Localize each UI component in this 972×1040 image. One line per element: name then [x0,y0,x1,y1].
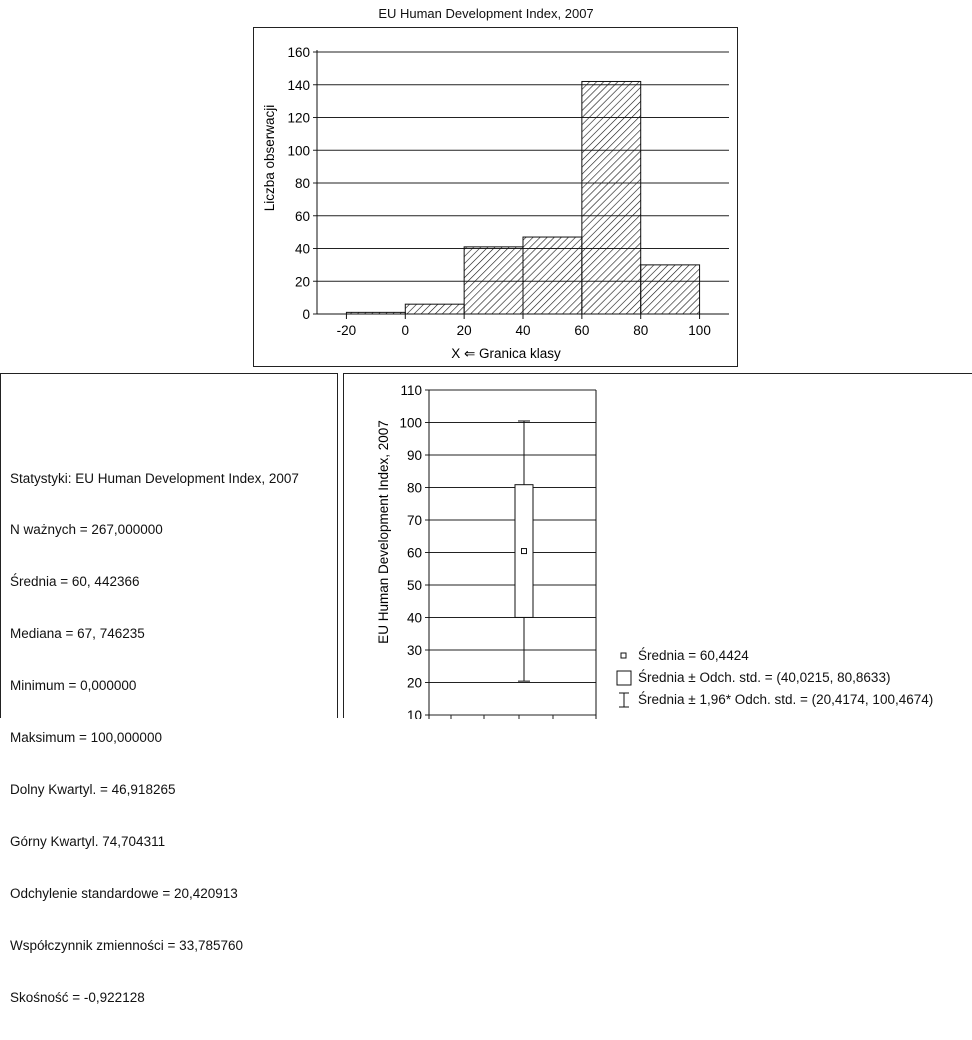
x-axis-label: X ⇐ Granica klasy [451,346,561,361]
legend-std: Średnia ± Odch. std. = (40,0215, 80,8633… [616,667,933,689]
boxplot-y-tick-label: 50 [407,578,422,593]
stats-cv: Współczynnik zmienności = 33,785760 [10,937,244,953]
boxplot-panel: 10 20 30 40 50 60 70 80 90 100 110 EU Human Develo… [343,373,972,719]
stats-lower-quartile: Dolny Kwartyl. = 46,918265 [10,781,176,797]
histogram-y-tick-label: 40 [295,242,310,257]
histogram-chart: 0 20 40 60 80 100 120 140 160 -20 0 20 40 60 80 100 X … [262,45,729,361]
histogram-panel: 0 20 40 60 80 100 120 140 160 -20 0 20 40 60 80 100 X … [253,27,738,367]
legend-std-label: Średnia ± Odch. std. = (40,0215, 80,8633… [638,670,891,685]
histogram-x-tick-label: 0 [402,323,410,338]
histogram-y-tick-label: 80 [295,176,310,191]
boxplot-y-tick-label: 70 [407,513,422,528]
boxplot-chart: 10 20 30 40 50 60 70 80 90 100 110 EU Human Develo… [376,383,597,719]
stats-minimum: Minimum = 0,000000 [10,678,137,694]
box-icon [616,670,632,686]
histogram-x-tick-label: 60 [574,323,589,338]
legend-mean: Średnia = 60,4424 [616,645,933,667]
boxplot-y-tick-label: 10 [407,708,422,719]
histogram-bar [640,264,701,315]
small-square-icon [616,648,632,664]
statistics-list: Statystyki: EU Human Development Index, … [10,435,299,1040]
histogram-y-tick-label: 0 [302,307,310,322]
histogram-y-tick-label: 160 [287,45,310,60]
histogram-x-tick-label: 100 [688,323,711,338]
stats-n-valid: N ważnych = 267,000000 [10,522,163,538]
whisker-icon [616,692,632,708]
legend-mean-label: Średnia = 60,4424 [638,648,749,663]
histogram-bar [404,303,465,315]
boxplot-y-tick-label: 20 [407,676,422,691]
histogram-bar [463,246,524,315]
histogram-x-tick-label: 20 [457,323,472,338]
boxplot-y-tick-label: 30 [407,643,422,658]
stats-title: Statystyki: EU Human Development Index, … [10,470,299,486]
boxplot-mean-marker [521,548,527,555]
legend-ci: Średnia ± 1,96* Odch. std. = (20,4174, 1… [616,689,933,711]
boxplot-y-tick-label: 60 [407,546,422,561]
stats-std-dev: Odchylenie standardowe = 20,420913 [10,885,238,901]
stats-skewness: Skośność = -0,922128 [10,989,145,1005]
stats-upper-quartile: Górny Kwartyl. 74,704311 [10,833,166,849]
histogram-title: EU Human Development Index, 2007 [378,6,594,21]
y-axis-label: Liczba obserwacji [262,105,277,212]
boxplot-y-tick-label: 90 [407,448,422,463]
stats-median: Mediana = 67, 746235 [10,626,145,642]
histogram-y-tick-label: 20 [295,274,310,289]
histogram-x-tick-label: -20 [337,323,357,338]
histogram-y-tick-label: 100 [287,143,310,158]
boxplot-y-tick-label: 40 [407,611,422,626]
histogram-y-tick-label: 140 [287,78,310,93]
histogram-y-tick-label: 60 [295,209,310,224]
stats-mean: Średnia = 60, 442366 [10,574,140,590]
statistics-panel: Statystyki: EU Human Development Index, … [0,373,338,1005]
boxplot-y-tick-label: 110 [400,383,422,398]
boxplot-y-axis-label: EU Human Development Index, 2007 [376,420,391,644]
histogram-x-tick-label: 80 [633,323,648,338]
boxplot-y-tick-label: 80 [407,481,422,496]
histogram-bar [581,80,642,315]
boxplot-y-tick-label: 100 [399,416,422,431]
legend-ci-label: Średnia ± 1,96* Odch. std. = (20,4174, 1… [638,692,934,707]
histogram-bar [522,236,583,315]
stats-maximum: Maksimum = 100,000000 [10,730,162,746]
boxplot-legend: Średnia = 60,4424 Średnia ± Odch. std. =… [616,645,933,711]
histogram-y-tick-label: 120 [287,111,310,126]
histogram-x-tick-label: 40 [515,323,530,338]
